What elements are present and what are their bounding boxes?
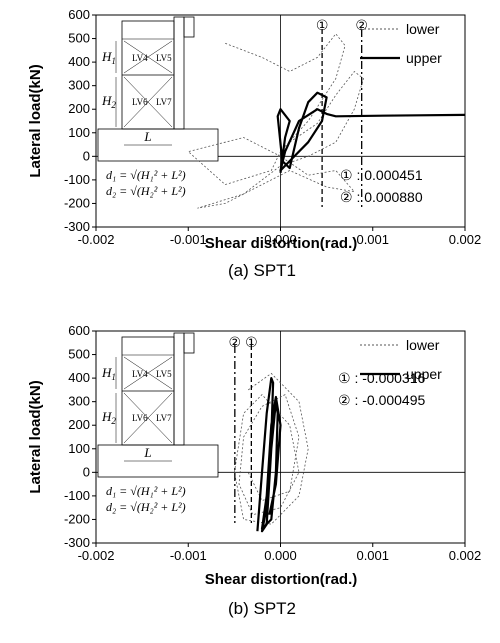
foundation-block (97, 444, 219, 478)
reference-marker: ① (316, 18, 329, 34)
series-upper (276, 91, 466, 173)
y-tick-label: -200 (64, 511, 90, 526)
equation-d1: d₁ = √(H₁² + L²) (106, 168, 186, 182)
y-tick-label: -100 (64, 488, 90, 503)
y-axis-label: Lateral load(kN) (27, 64, 44, 177)
y-tick-label: 0 (83, 464, 90, 479)
y-tick-label: -300 (64, 219, 90, 234)
diagonal-d1 (123, 40, 173, 74)
y-tick-label: 500 (68, 31, 90, 46)
x-tick-label: 0.000 (264, 232, 297, 247)
y-tick-label: 600 (68, 323, 90, 338)
y-tick-label: 400 (68, 54, 90, 69)
x-tick-label: 0.002 (449, 232, 482, 247)
series-lower (233, 372, 309, 525)
y-tick-label: 300 (68, 394, 90, 409)
label-l: L (143, 445, 151, 460)
legend-label-upper: upper (406, 50, 442, 66)
y-tick-label: 500 (68, 347, 90, 362)
x-tick-label: -0.002 (78, 548, 115, 563)
y-tick-label: 400 (68, 370, 90, 385)
y-tick-label: -100 (64, 172, 90, 187)
column-cap (183, 16, 195, 38)
label-lv7: LV7 (156, 97, 172, 107)
annotation-value: ① : 0.000451 (340, 167, 423, 184)
y-tick-label: 600 (68, 7, 90, 22)
annotation-value: ① : -0.000316 (338, 370, 426, 387)
legend-label-upper: upper (406, 366, 442, 382)
x-axis-label: Shear distortion(rad.) (205, 235, 358, 252)
diagonal-d2 (123, 76, 173, 128)
legend-label-lower: lower (406, 337, 440, 353)
chart-caption: (b) SPT2 (228, 599, 296, 618)
chart-caption: (a) SPT1 (228, 261, 296, 280)
legend-label-lower: lower (406, 21, 440, 37)
y-tick-label: 200 (68, 101, 90, 116)
diagonal-d1 (123, 356, 173, 390)
y-tick-label: 100 (68, 441, 90, 456)
label-l: L (143, 129, 151, 144)
y-tick-label: 0 (83, 148, 90, 163)
equation-d1: d₁ = √(H₁² + L²) (106, 484, 186, 498)
label-lv7: LV7 (156, 413, 172, 423)
y-tick-label: 100 (68, 125, 90, 140)
x-tick-label: 0.002 (449, 548, 482, 563)
label-lv4: LV4 (132, 369, 148, 379)
column-cap (183, 332, 195, 354)
label-lv6: LV6 (132, 97, 148, 107)
y-axis-label: Lateral load(kN) (27, 380, 44, 493)
x-tick-label: -0.001 (170, 548, 207, 563)
annotation-value: ② : 0.000880 (340, 189, 423, 206)
reference-marker: ② (355, 18, 368, 34)
y-tick-label: 200 (68, 417, 90, 432)
label-lv5: LV5 (156, 369, 172, 379)
annotation-value: ② : -0.000495 (338, 392, 426, 409)
series-upper (256, 377, 282, 533)
y-tick-label: 300 (68, 78, 90, 93)
x-tick-label: 0.001 (356, 232, 389, 247)
x-axis-label: Shear distortion(rad.) (205, 571, 358, 588)
inset-background (98, 17, 218, 195)
x-tick-label: -0.001 (170, 232, 207, 247)
reference-marker: ② (229, 335, 242, 351)
equation-d2: d₂ = √(H₂² + L²) (106, 500, 186, 514)
reference-marker: ① (245, 335, 258, 351)
label-lv5: LV5 (156, 53, 172, 63)
foundation-block (97, 128, 219, 162)
x-tick-label: 0.000 (264, 548, 297, 563)
x-tick-label: -0.002 (78, 232, 115, 247)
label-lv6: LV6 (132, 413, 148, 423)
y-tick-label: -200 (64, 195, 90, 210)
x-tick-label: 0.001 (356, 548, 389, 563)
y-tick-label: -300 (64, 535, 90, 550)
equation-d2: d₂ = √(H₂² + L²) (106, 184, 186, 198)
diagonal-d2 (123, 392, 173, 444)
inset-background (98, 333, 218, 511)
label-lv4: LV4 (132, 53, 148, 63)
